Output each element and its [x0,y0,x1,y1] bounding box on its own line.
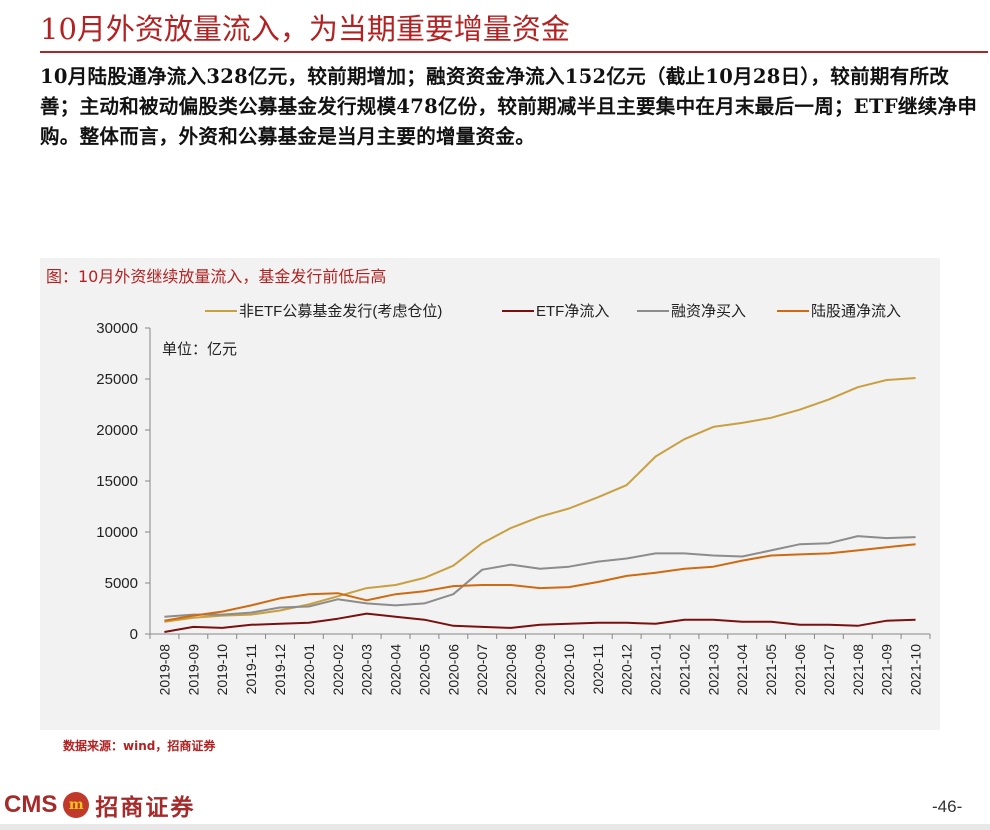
x-tick-label: 2020-09 [532,644,548,696]
data-source: 数据来源：wind，招商证券 [63,739,216,753]
x-tick-label: 2020-11 [590,644,606,695]
x-tick-label: 2021-09 [879,644,895,696]
series-line-4 [164,543,916,622]
summary-text: 10月陆股通净流入328亿元，较前期增加；融资资金净流入152亿元（截止10月2… [40,65,978,148]
x-tick-label: 2019-08 [156,644,172,696]
x-tick-label: 2020-08 [503,644,519,696]
x-tick-label: 2019-11 [243,644,259,695]
unit-label: 单位：亿元 [162,340,237,358]
x-tick-label: 2021-04 [734,644,750,696]
company-logo: CMS m 招商证券 [4,789,195,821]
series-line-3 [164,535,916,618]
x-tick-label: 2021-10 [908,644,924,696]
chart-background [40,258,940,730]
y-tick-label: 25000 [96,371,138,388]
x-tick-label: 2020-02 [330,644,346,696]
legend-label-3: 融资净买入 [671,303,746,320]
x-tick-label: 2019-09 [185,644,201,696]
logo-emblem-icon: m [63,792,90,818]
x-tick-label: 2020-04 [388,644,404,696]
y-tick-label: 0 [130,626,138,643]
x-tick-label: 2020-01 [301,644,317,696]
y-tick-label: 5000 [105,575,138,592]
x-tick-label: 2019-12 [272,644,288,696]
series-line-1 [164,377,916,623]
logo-chinese-name: 招商证券 [95,794,196,821]
x-tick-label: 2020-12 [619,644,635,696]
x-tick-label: 2021-05 [763,644,779,696]
y-tick-label: 10000 [96,524,138,541]
x-tick-label: 2021-07 [821,644,837,696]
logo-text: CMS [4,791,58,818]
page-title: 10月外资放量流入，为当期重要增量资金 [40,12,570,46]
x-tick-label: 2020-05 [416,644,432,696]
legend-label-2: ETF净流入 [536,303,609,320]
y-tick-label: 15000 [96,473,138,490]
x-tick-label: 2020-10 [561,644,577,696]
x-tick-label: 2021-08 [850,644,866,696]
y-tick-label: 30000 [96,320,138,337]
y-tick-label: 20000 [96,422,138,439]
x-tick-label: 2021-03 [705,644,721,696]
x-tick-label: 2020-03 [359,644,375,696]
x-tick-label: 2021-01 [648,644,664,696]
legend-label-4: 陆股通净流入 [811,303,901,320]
x-tick-label: 2020-07 [474,644,490,696]
legend-label-1: 非ETF公募基金发行(考虑仓位) [239,303,442,320]
line-chart: 0 5000 10000 15000 20000 25000 30000 2019-08 201… [96,303,931,696]
x-tick-label: 2019-10 [214,644,230,696]
series-line-2 [164,612,916,633]
x-tick-label: 2020-06 [445,644,461,696]
footer-bar [0,824,990,830]
x-tick-label: 2021-02 [676,644,692,696]
page-number: -46- [932,797,963,816]
x-tick-label: 2021-06 [792,644,808,696]
title-divider [40,51,988,53]
chart-caption: 图：10月外资继续放量流入，基金发行前低后高 [46,267,387,286]
